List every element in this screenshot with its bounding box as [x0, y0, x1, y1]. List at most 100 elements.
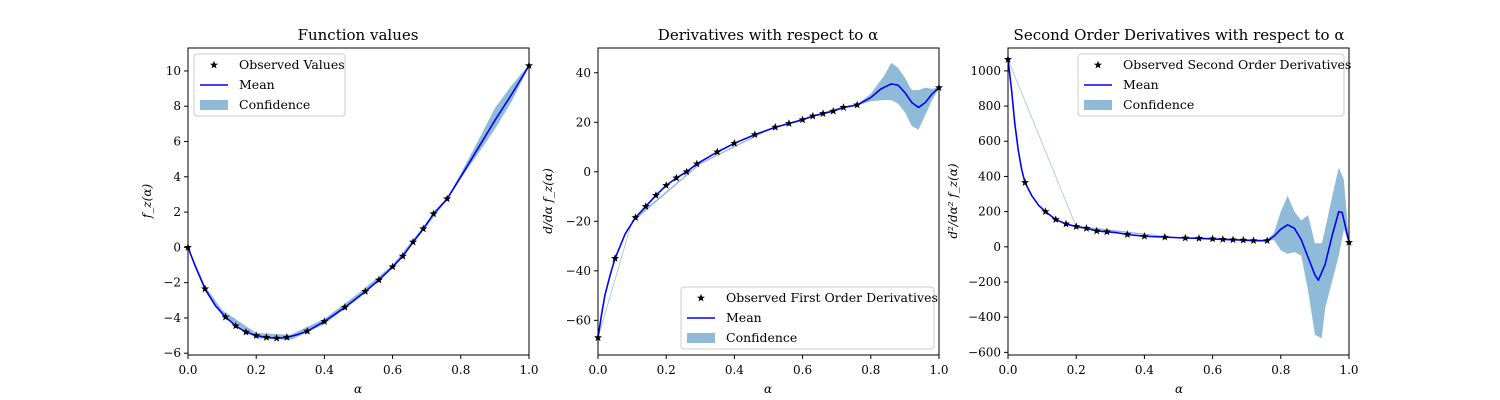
y-tick-label: 10 [166, 64, 181, 78]
observed-point [1160, 232, 1169, 241]
observed-point [231, 321, 240, 330]
observed-point [819, 109, 828, 118]
x-tick-label: 0.0 [178, 363, 197, 377]
chart-title: Second Order Derivatives with respect to… [1014, 26, 1345, 44]
observed-point [611, 254, 620, 262]
observed-point [419, 224, 428, 233]
observed-point [1021, 178, 1030, 186]
y-tick-label: 1000 [970, 64, 1001, 78]
observed-point [808, 111, 817, 120]
chart-title: Derivatives with respect to α [658, 26, 878, 44]
observed-point [1208, 234, 1217, 243]
legend-box [680, 286, 935, 350]
x-tick-label: 0.8 [1271, 363, 1290, 377]
x-tick-label: 0.6 [1203, 363, 1222, 377]
legend-label: Confidence [726, 330, 797, 345]
x-tick-label: 0.4 [1135, 363, 1154, 377]
legend-label: Mean [1123, 77, 1159, 92]
confidence-band [1008, 58, 1349, 339]
y-tick-label: 0 [993, 240, 1001, 254]
y-tick-label: −400 [968, 310, 1001, 324]
first-derivatives-panel: Derivatives with respect to α 0.0 0.2 0.4 0… [541, 26, 949, 396]
observed-point [1123, 230, 1132, 238]
y-tick-label: 0 [583, 165, 591, 179]
function-values-panel: Function values 0.0 0.2 0.4 0.6 0.8 1.0 −6 −4 −2… [140, 26, 539, 396]
y-tick-label: 6 [173, 135, 181, 149]
legend-label: Observed Second Order Derivatives [1123, 57, 1351, 72]
observed-point [320, 317, 329, 325]
axes-frame [1007, 47, 1350, 356]
observed-point [374, 275, 383, 284]
y-tick-label: 0 [173, 240, 181, 254]
observed-point [651, 191, 660, 199]
mean-line [598, 83, 939, 338]
y-tick-label: −2 [163, 276, 181, 290]
observed-point [221, 312, 230, 321]
x-tick-label: 0.0 [588, 363, 607, 377]
observed-point [631, 213, 640, 221]
observed-point [1218, 235, 1227, 243]
legend-box [1077, 53, 1345, 117]
y-tick-label: 600 [978, 134, 1001, 148]
plot-area [598, 62, 939, 339]
y-tick-label: 40 [576, 66, 591, 80]
observed-point [730, 139, 739, 147]
x-tick-label: 0.6 [383, 363, 402, 377]
confidence-band [598, 62, 939, 339]
observed-point [282, 333, 291, 341]
y-tick-label: 2 [173, 205, 181, 219]
observed-point [662, 181, 671, 189]
observed-point [1051, 215, 1060, 223]
legend: Observed First Order Derivatives Mean Conf… [680, 286, 938, 350]
y-axis-label: d²/dα² f_z(α) [946, 163, 960, 238]
observed-point [853, 100, 862, 109]
y-tick-label: 8 [173, 99, 181, 113]
observed-point [1092, 226, 1101, 235]
legend-confidence-patch [1084, 100, 1112, 110]
observed-point [201, 284, 210, 293]
y-tick-label: −60 [566, 313, 591, 327]
x-tick-label: 1.0 [519, 363, 538, 377]
axes-frame [187, 47, 530, 356]
observed-point [771, 123, 780, 131]
legend-label: Confidence [1123, 97, 1194, 112]
observed-point [429, 209, 438, 218]
legend-label: Observed First Order Derivatives [726, 290, 938, 305]
observed-point [1229, 235, 1238, 244]
chart-title: Function values [298, 26, 419, 44]
mean-line [188, 65, 529, 340]
y-axis-label: d/dα f_z(α) [541, 168, 555, 234]
observed-point [443, 194, 452, 203]
x-axis-label: α [354, 382, 362, 396]
legend-box [193, 53, 346, 117]
legend-label: Observed Values [239, 57, 345, 72]
observed-point [262, 333, 271, 341]
second-derivatives-panel: Second Order Derivatives with respect to… [946, 26, 1359, 396]
observed-point [682, 167, 691, 176]
x-tick-label: 0.4 [315, 363, 334, 377]
observed-point [1140, 232, 1149, 240]
y-tick-label: −40 [566, 264, 591, 278]
y-tick-label: −6 [163, 346, 181, 360]
observed-point [272, 334, 281, 342]
x-axis-label: α [1175, 382, 1183, 396]
legend-label: Mean [239, 77, 275, 92]
y-tick-label: −600 [968, 345, 1001, 359]
axes-frame [597, 47, 940, 356]
y-axis-label: f_z(α) [140, 184, 154, 220]
legend-confidence-patch [687, 333, 715, 343]
observed-point [409, 237, 418, 246]
legend: Observed Second Order Derivatives Mean Con… [1077, 53, 1351, 117]
plot-area [188, 64, 529, 340]
legend-confidence-patch [200, 100, 228, 110]
y-tick-label: −4 [163, 311, 181, 325]
observed-point [1082, 224, 1091, 232]
legend-star-marker [697, 293, 705, 302]
observed-point [1041, 207, 1050, 216]
observed-point [798, 115, 807, 124]
x-tick-label: 0.8 [451, 363, 470, 377]
x-tick-label: 0.8 [861, 363, 880, 377]
y-tick-label: 4 [173, 170, 181, 184]
observed-point [1181, 233, 1190, 242]
